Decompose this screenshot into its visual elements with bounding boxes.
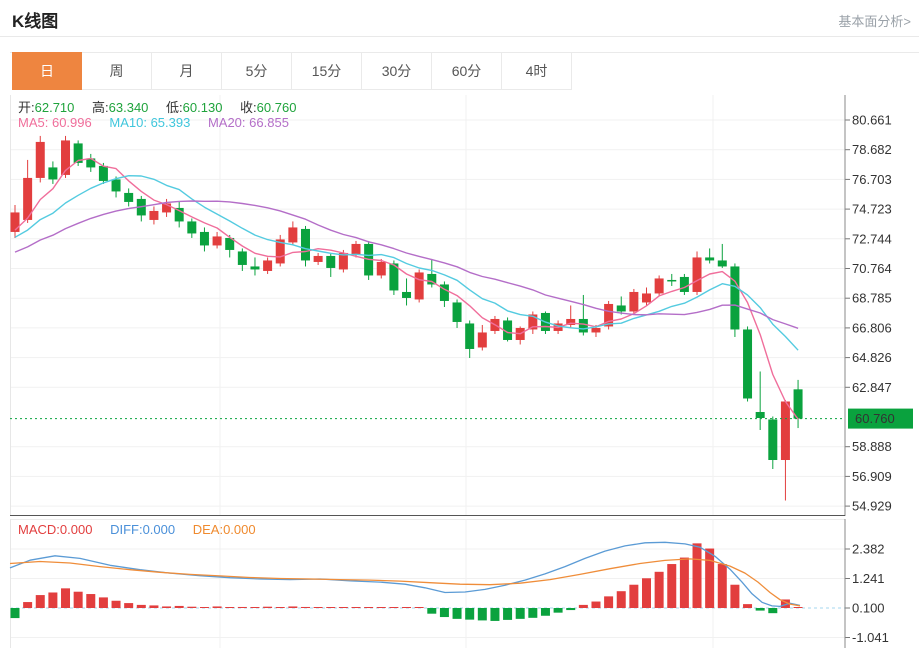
low-value: 60.130 xyxy=(182,100,223,115)
macd-chart[interactable]: 2.382 1.241 0.100 -1.041 xyxy=(0,519,919,648)
svg-text:0.100: 0.100 xyxy=(852,601,885,616)
ma10-value: 65.393 xyxy=(150,115,191,130)
macd-legend: MACD:0.000 DIFF:0.000 DEA:0.000 xyxy=(18,522,256,537)
open-value: 62.710 xyxy=(34,100,75,115)
ma5-label: MA5: xyxy=(18,115,49,130)
macd-label: MACD: xyxy=(18,522,60,537)
tab-4hour[interactable]: 4时 xyxy=(502,52,572,90)
dea-label: DEA: xyxy=(192,522,224,537)
ma10-line xyxy=(14,174,799,351)
high-label: 高: xyxy=(92,100,109,115)
ma10-label: MA10: xyxy=(109,115,147,130)
low-label: 低: xyxy=(166,100,183,115)
tab-day[interactable]: 日 xyxy=(12,52,82,90)
current-price-label xyxy=(848,408,913,429)
tab-5min[interactable]: 5分 xyxy=(222,52,292,90)
macd-lines xyxy=(9,541,801,608)
ma-lines xyxy=(14,157,799,420)
current-price-marker: 60.760 xyxy=(10,408,913,429)
svg-text:72.744: 72.744 xyxy=(852,231,892,246)
svg-text:78.682: 78.682 xyxy=(852,142,892,157)
svg-text:-1.041: -1.041 xyxy=(852,630,889,645)
interval-tabbar: 日 周 月 5分 15分 30分 60分 4时 xyxy=(12,52,572,90)
tab-week[interactable]: 周 xyxy=(82,52,152,90)
macd-bars xyxy=(10,543,803,621)
main-y-axis: 80.661 78.682 76.703 74.723 72.744 70.764 68.7… xyxy=(10,95,892,516)
svg-text:74.723: 74.723 xyxy=(852,202,892,217)
macd-y-axis: 2.382 1.241 0.100 -1.041 xyxy=(10,519,889,648)
ma5-value: 60.996 xyxy=(51,115,92,130)
svg-text:66.806: 66.806 xyxy=(852,320,892,335)
diff-value: 0.000 xyxy=(142,522,176,537)
main-candlestick-chart[interactable]: 80.661 78.682 76.703 74.723 72.744 70.764 68.7… xyxy=(0,95,919,516)
svg-text:76.703: 76.703 xyxy=(852,172,892,187)
high-value: 63.340 xyxy=(108,100,149,115)
candles xyxy=(10,135,803,501)
svg-text:70.764: 70.764 xyxy=(852,261,892,276)
ma20-line xyxy=(14,200,799,329)
dea-line xyxy=(9,558,801,607)
svg-text:54.929: 54.929 xyxy=(852,499,892,514)
ohlc-legend: 开:62.710 高:63.340 低:60.130 收:60.760 xyxy=(18,97,296,116)
ma-legend: MA5: 60.996 MA10: 65.393 MA20: 66.855 xyxy=(18,115,289,130)
ma5-line xyxy=(14,157,799,420)
header-divider xyxy=(0,36,919,37)
tab-60min[interactable]: 60分 xyxy=(432,52,502,90)
tab-month[interactable]: 月 xyxy=(152,52,222,90)
dea-value: 0.000 xyxy=(223,522,256,537)
page-title: K线图 xyxy=(12,12,59,31)
svg-text:64.826: 64.826 xyxy=(852,350,892,365)
close-value: 60.760 xyxy=(256,100,297,115)
tab-15min[interactable]: 15分 xyxy=(292,52,362,90)
tab-30min[interactable]: 30分 xyxy=(362,52,432,90)
open-label: 开: xyxy=(18,100,35,115)
svg-text:62.847: 62.847 xyxy=(852,380,892,395)
svg-text:80.661: 80.661 xyxy=(852,113,892,128)
ma20-label: MA20: xyxy=(207,115,246,130)
main-grid xyxy=(10,95,845,515)
svg-text:68.785: 68.785 xyxy=(852,291,892,306)
svg-text:1.241: 1.241 xyxy=(852,571,885,586)
svg-text:58.888: 58.888 xyxy=(852,439,892,454)
svg-text:60.760: 60.760 xyxy=(855,411,895,426)
fundamental-analysis-link[interactable]: 基本面分析> xyxy=(838,14,911,29)
ma20-value: 66.855 xyxy=(249,115,289,130)
svg-text:2.382: 2.382 xyxy=(852,542,885,557)
svg-text:56.909: 56.909 xyxy=(852,469,892,484)
diff-label: DIFF: xyxy=(110,522,143,537)
close-label: 收: xyxy=(240,100,257,115)
macd-value: 0.000 xyxy=(59,522,93,537)
